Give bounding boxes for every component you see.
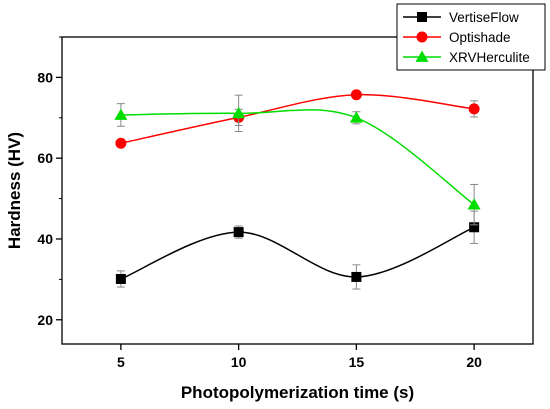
x-axis-title: Photopolymerization time (s) — [181, 383, 414, 402]
legend-marker-Optishade — [416, 31, 428, 43]
legend-label-Optishade: Optishade — [449, 30, 511, 45]
ticks-layer: 5 10 15 20 20 40 60 80 — [37, 36, 482, 370]
legend-marker-XRVHerculite — [415, 50, 429, 62]
data-point-VertiseFlow — [351, 271, 362, 282]
series-line-Optishade — [120, 93, 475, 144]
y-tick-label: 40 — [37, 231, 53, 247]
data-point-XRVHerculite — [114, 108, 128, 120]
data-point-XRVHerculite — [349, 111, 363, 123]
series-line-XRVHerculite — [120, 109, 475, 206]
marks-layer — [114, 89, 481, 290]
data-point-VertiseFlow — [233, 227, 244, 238]
legend-label-VertiseFlow: VertiseFlow — [449, 10, 519, 25]
legend-label-XRVHerculite: XRVHerculite — [449, 50, 530, 65]
data-point-XRVHerculite — [232, 106, 246, 119]
y-axis-title: Hardness (HV) — [5, 132, 24, 249]
series-VertiseFlow — [115, 210, 480, 290]
series-line-VertiseFlow — [120, 226, 475, 280]
series-Optishade — [115, 89, 480, 149]
data-point-Optishade — [468, 103, 480, 115]
data-point-Optishade — [350, 89, 362, 101]
x-tick-label: 10 — [231, 354, 247, 370]
y-tick-label: 60 — [37, 150, 53, 166]
x-tick-label: 20 — [466, 354, 482, 370]
legend-marker-VertiseFlow — [417, 12, 427, 22]
plot-frame — [61, 36, 534, 345]
data-point-XRVHerculite — [467, 198, 481, 210]
x-tick-label: 15 — [349, 354, 365, 370]
y-tick-label: 20 — [37, 312, 53, 328]
series-XRVHerculite — [114, 94, 481, 226]
y-tick-label: 80 — [37, 69, 53, 85]
data-point-VertiseFlow — [115, 273, 126, 284]
data-point-VertiseFlow — [469, 222, 480, 233]
x-tick-label: 5 — [117, 354, 125, 370]
legend: VertiseFlow Optishade XRVHerculite — [396, 3, 546, 71]
data-point-Optishade — [115, 137, 127, 149]
